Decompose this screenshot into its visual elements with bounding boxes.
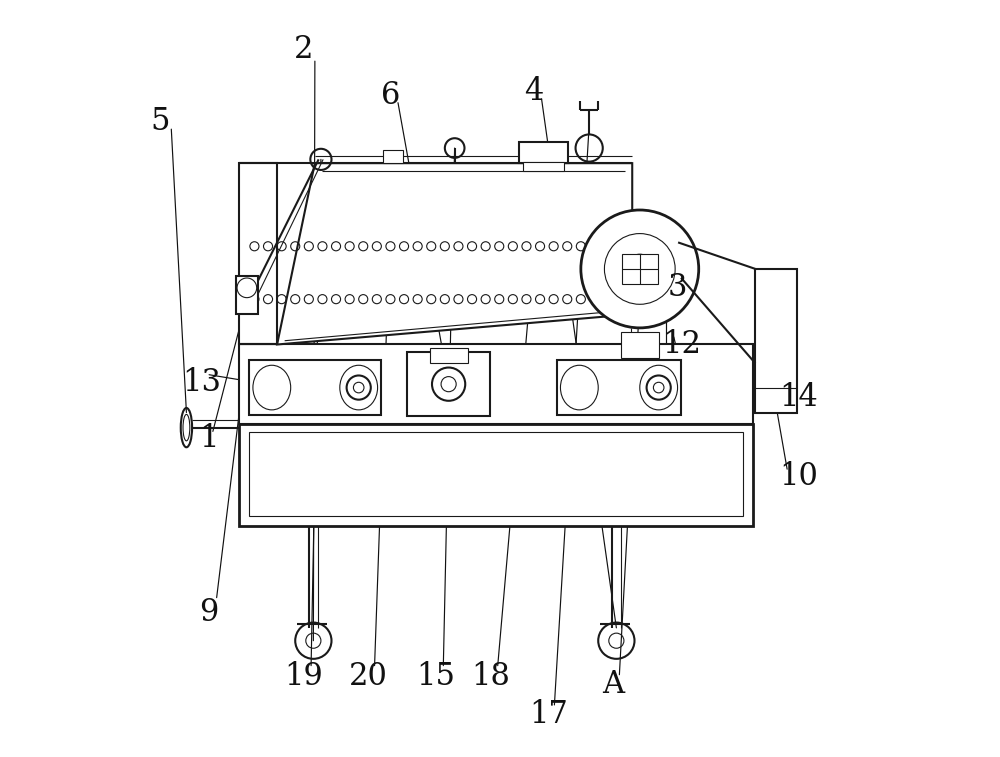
Text: 19: 19 bbox=[284, 662, 323, 693]
Text: 12: 12 bbox=[662, 329, 701, 360]
Text: 10: 10 bbox=[779, 461, 818, 492]
Bar bbox=[236, 276, 258, 314]
Text: 15: 15 bbox=[416, 662, 455, 693]
Bar bbox=[523, 162, 564, 171]
Bar bbox=[622, 254, 658, 284]
Text: 1: 1 bbox=[199, 423, 219, 454]
Polygon shape bbox=[277, 164, 632, 344]
Bar bbox=[383, 150, 403, 164]
Text: 20: 20 bbox=[349, 662, 388, 693]
Circle shape bbox=[581, 210, 699, 328]
Text: 4: 4 bbox=[524, 76, 544, 107]
Text: 18: 18 bbox=[471, 662, 510, 693]
Text: 6: 6 bbox=[381, 79, 400, 111]
Text: 9: 9 bbox=[199, 597, 219, 628]
Bar bbox=[755, 269, 797, 413]
Bar bbox=[239, 424, 753, 526]
Bar bbox=[557, 360, 681, 415]
Text: 2: 2 bbox=[294, 34, 313, 65]
Text: 3: 3 bbox=[668, 273, 687, 304]
Bar bbox=[430, 348, 468, 363]
Text: 13: 13 bbox=[182, 367, 221, 397]
Text: 5: 5 bbox=[150, 106, 170, 137]
Bar bbox=[621, 332, 659, 358]
Bar bbox=[407, 352, 490, 416]
Bar bbox=[239, 344, 753, 424]
Text: 17: 17 bbox=[530, 699, 569, 731]
Text: A: A bbox=[602, 669, 624, 700]
Text: 14: 14 bbox=[779, 382, 818, 413]
Bar bbox=[249, 360, 381, 415]
Bar bbox=[249, 432, 743, 516]
Bar bbox=[519, 142, 568, 164]
Bar bbox=[239, 164, 277, 344]
